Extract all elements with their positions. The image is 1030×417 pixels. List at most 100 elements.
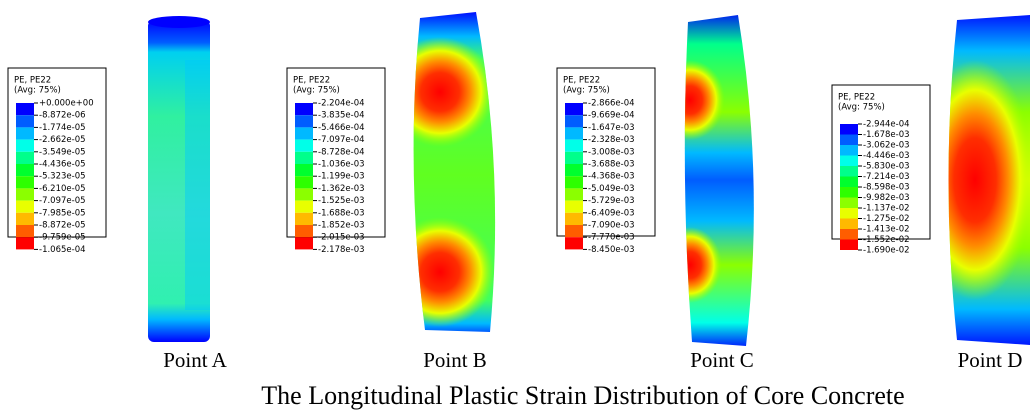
color-band xyxy=(840,208,858,219)
color-band xyxy=(565,115,583,128)
legend-avg: (Avg: 75%) xyxy=(563,86,610,96)
legend-label: -3.688e-03 xyxy=(588,160,635,170)
color-band xyxy=(16,188,34,201)
legend-label: -5.830e-03 xyxy=(863,162,910,172)
legend-label: -1.678e-03 xyxy=(863,130,910,140)
legend-label: -3.835e-04 xyxy=(318,111,365,121)
legend-label: -3.062e-03 xyxy=(863,141,910,151)
color-band xyxy=(295,151,313,164)
color-band xyxy=(565,188,583,201)
color-band xyxy=(565,237,583,250)
legend-label: -7.090e-03 xyxy=(588,221,635,231)
color-band xyxy=(565,127,583,140)
column-d xyxy=(948,15,1030,345)
legend-label: -1.413e-02 xyxy=(863,225,910,235)
legend-label: -5.049e-03 xyxy=(588,184,635,194)
legend-label: -5.323e-05 xyxy=(39,172,86,182)
color-band xyxy=(565,225,583,238)
legend-label: -1.647e-03 xyxy=(588,123,635,133)
color-band xyxy=(295,188,313,201)
legend-label: -7.770e-03 xyxy=(588,233,635,243)
color-band xyxy=(16,225,34,238)
legend-label: -1.275e-02 xyxy=(863,214,910,224)
legend-label: -1.688e-03 xyxy=(318,208,365,218)
color-band xyxy=(295,139,313,152)
legend-label: -1.852e-03 xyxy=(318,221,365,231)
color-band xyxy=(295,164,313,177)
legend-label: -4.436e-05 xyxy=(39,160,86,170)
color-band xyxy=(840,134,858,145)
legend-label: -2.944e-04 xyxy=(863,120,910,130)
legend-label: -1.552e-02 xyxy=(863,235,910,245)
color-band xyxy=(16,164,34,177)
color-band xyxy=(16,176,34,189)
legend-title: PE, PE22 xyxy=(563,76,600,86)
legend-label: -2.328e-03 xyxy=(588,135,635,145)
color-band xyxy=(295,225,313,238)
color-band xyxy=(565,212,583,225)
color-band xyxy=(565,151,583,164)
color-band xyxy=(16,127,34,140)
color-band xyxy=(840,145,858,156)
color-band xyxy=(840,155,858,166)
point-label: Point B xyxy=(423,348,487,372)
caption: The Longitudinal Plastic Strain Distribu… xyxy=(261,381,904,410)
legend-label: -5.729e-03 xyxy=(588,196,635,206)
color-band xyxy=(295,200,313,213)
color-band xyxy=(565,139,583,152)
color-band xyxy=(565,200,583,213)
legend-label: -1.525e-03 xyxy=(318,196,365,206)
legend-label: -4.368e-03 xyxy=(588,172,635,182)
legend-label: -6.409e-03 xyxy=(588,208,635,218)
color-band xyxy=(16,212,34,225)
color-band xyxy=(295,237,313,250)
legend-label: -7.097e-05 xyxy=(39,196,86,206)
color-band xyxy=(295,103,313,116)
point-label: Point C xyxy=(690,348,754,372)
color-band xyxy=(840,197,858,208)
legend-label: -1.199e-03 xyxy=(318,172,365,182)
legend-label: -1.774e-05 xyxy=(39,123,86,133)
legend-label: -2.866e-04 xyxy=(588,99,635,109)
color-band xyxy=(295,127,313,140)
legend-avg: (Avg: 75%) xyxy=(14,86,61,96)
color-band xyxy=(840,187,858,198)
legend-label: -2.015e-03 xyxy=(318,233,365,243)
color-band xyxy=(16,151,34,164)
legend-label: -8.872e-05 xyxy=(39,221,86,231)
legend-label: -1.137e-02 xyxy=(863,204,910,214)
column-a xyxy=(148,16,210,342)
color-band xyxy=(16,200,34,213)
legend-label: +0.000e+00 xyxy=(39,99,94,109)
legend-label: -1.036e-03 xyxy=(318,160,365,170)
color-band xyxy=(840,166,858,177)
column-b xyxy=(413,12,496,332)
color-band xyxy=(16,237,34,250)
legend-label: -1.362e-03 xyxy=(318,184,365,194)
color-band xyxy=(295,115,313,128)
legend-label: -4.446e-03 xyxy=(863,151,910,161)
legend-label: -9.759e-05 xyxy=(39,233,86,243)
color-band xyxy=(16,115,34,128)
legend-avg: (Avg: 75%) xyxy=(293,86,340,96)
legend-label: -8.450e-03 xyxy=(588,245,635,255)
legend-label: -3.008e-03 xyxy=(588,147,635,157)
legend-label: -2.178e-03 xyxy=(318,245,365,255)
legend-label: -9.669e-04 xyxy=(588,111,635,121)
legend-label: -1.065e-04 xyxy=(39,245,86,255)
legend-label: -8.872e-06 xyxy=(39,111,86,121)
column-c xyxy=(684,15,754,346)
color-band xyxy=(840,239,858,250)
color-band xyxy=(16,139,34,152)
color-band xyxy=(565,103,583,116)
legend-title: PE, PE22 xyxy=(293,76,330,86)
legend-label: -9.982e-03 xyxy=(863,193,910,203)
legend-title: PE, PE22 xyxy=(14,76,51,86)
legend-label: -7.985e-05 xyxy=(39,208,86,218)
color-band xyxy=(295,176,313,189)
legend-label: -1.690e-02 xyxy=(863,246,910,256)
color-band xyxy=(840,218,858,229)
legend-label: -2.662e-05 xyxy=(39,135,86,145)
